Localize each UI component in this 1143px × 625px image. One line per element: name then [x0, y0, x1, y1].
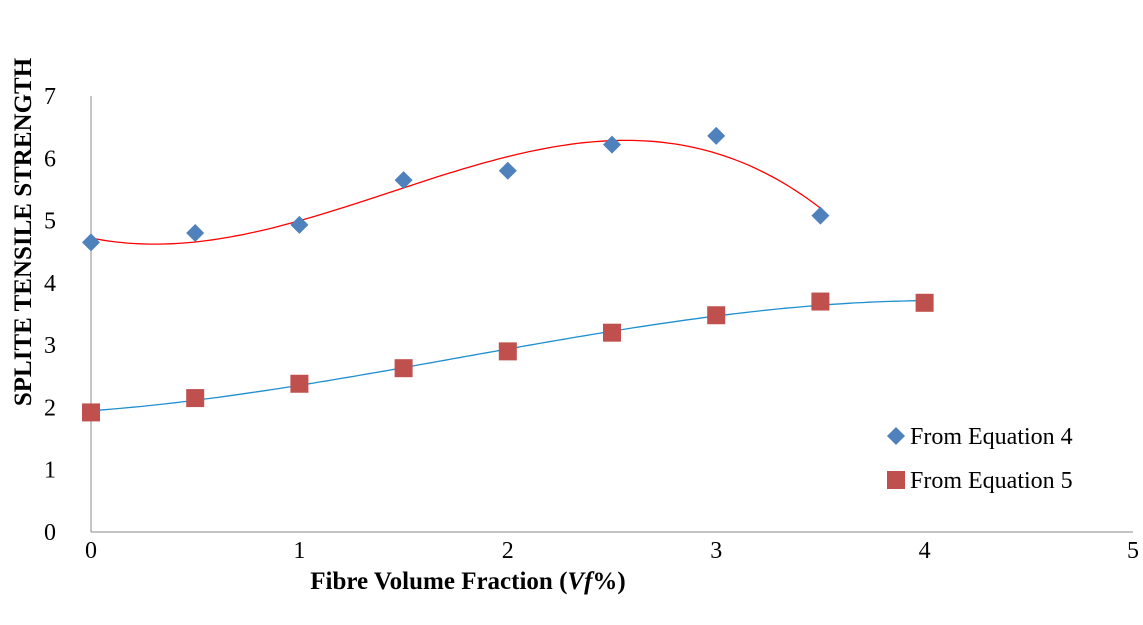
data-point-series-1: [498, 161, 517, 180]
data-point-series-2: [290, 374, 309, 393]
legend-marker-diamond-icon: [887, 427, 905, 445]
data-point-series-1: [811, 206, 830, 225]
y-axis-title: SPLITE TENSILE STRENGTH: [10, 57, 37, 406]
y-tick-label: 3: [44, 333, 56, 359]
data-point-series-1: [82, 233, 100, 252]
data-point-series-1: [186, 224, 205, 243]
x-tick-label: 3: [710, 538, 722, 564]
x-axis-title-part-1: Fibre Volume Fraction (: [310, 568, 567, 595]
data-point-series-2: [498, 342, 517, 361]
x-tick-label: 2: [502, 538, 514, 564]
x-tick-label: 4: [919, 538, 931, 564]
y-tick-labels: 0 1 2 3 4 5 6 7: [44, 84, 56, 546]
x-axis-title: Fibre Volume Fraction (Vf%): [310, 568, 625, 595]
legend-label: From Equation 4: [910, 424, 1073, 450]
data-point-series-2: [82, 403, 100, 422]
y-tick-label: 2: [44, 395, 56, 421]
trendline-series-1: [90, 139, 821, 245]
x-axis-title-part-3: %): [592, 568, 625, 595]
data-point-series-2: [915, 293, 934, 312]
y-tick-label: 6: [44, 146, 56, 172]
legend-label: From Equation 5: [910, 468, 1073, 494]
y-tick-label: 1: [44, 458, 56, 484]
data-point-series-1: [603, 135, 621, 154]
y-tick-label: 5: [44, 209, 56, 235]
data-point-series-2: [186, 389, 205, 408]
data-point-series-2: [707, 306, 726, 325]
data-points: [82, 126, 934, 422]
legend: From Equation 4 From Equation 5: [887, 424, 1073, 494]
axes: [90, 96, 1133, 533]
x-tick-label: 5: [1127, 538, 1139, 564]
y-tick-label: 4: [44, 271, 56, 297]
data-point-series-1: [290, 215, 309, 234]
y-tick-label: 7: [44, 84, 56, 110]
x-tick-label: 1: [293, 538, 305, 564]
trendlines: [90, 139, 925, 412]
data-point-series-1: [394, 171, 413, 190]
y-tick-label: 0: [44, 520, 56, 546]
data-point-series-2: [394, 359, 413, 378]
legend-marker-square-icon: [887, 471, 905, 489]
data-point-series-1: [707, 126, 726, 145]
x-axis-title-part-2: Vf: [567, 568, 595, 595]
x-tick-labels: 0 1 2 3 4 5: [85, 538, 1139, 564]
data-point-series-2: [811, 292, 830, 311]
data-point-series-2: [603, 323, 621, 342]
x-tick-label: 0: [85, 538, 97, 564]
